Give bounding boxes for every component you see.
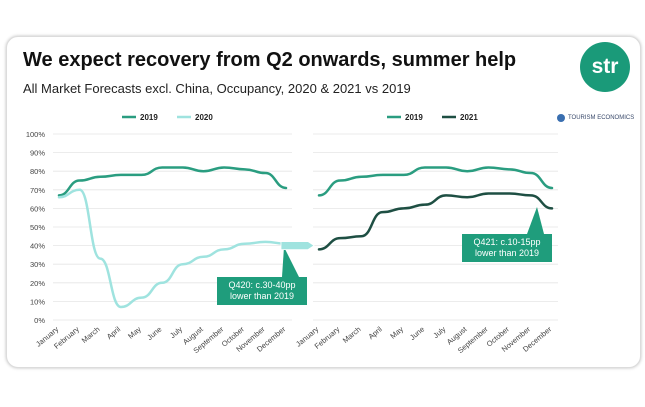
y-tick-label: 80% — [30, 167, 45, 176]
transition-arrow — [280, 241, 315, 251]
x-tick-label: May — [388, 324, 405, 340]
y-tick-label: 60% — [30, 204, 45, 213]
str-logo: str — [580, 42, 630, 92]
series-line-2019 — [57, 166, 288, 197]
legend-label: 2019 — [140, 113, 158, 122]
callout-box — [462, 234, 552, 262]
y-tick-label: 10% — [30, 297, 45, 306]
y-tick-label: 90% — [30, 149, 45, 158]
legend-label: 2021 — [460, 113, 478, 122]
globe-icon — [557, 114, 565, 122]
charts-area: 0%10%20%30%40%50%60%70%80%90%100%January… — [26, 113, 558, 355]
x-tick-label: April — [105, 324, 123, 341]
slide-subtitle: All Market Forecasts excl. China, Occupa… — [23, 81, 411, 96]
x-tick-label: June — [408, 325, 426, 342]
x-tick-label: July — [431, 324, 447, 340]
y-tick-label: 20% — [30, 279, 45, 288]
x-tick-label: March — [80, 325, 102, 345]
legend-label: 2020 — [195, 113, 213, 122]
series-line-2020 — [57, 188, 288, 309]
x-tick-label: June — [145, 325, 163, 342]
legend-label: 2019 — [405, 113, 423, 122]
series-line-2019 — [317, 166, 554, 197]
callout-text: Q421: c.10-15pp — [473, 237, 540, 247]
callout-pointer — [527, 207, 544, 234]
callout-text: Q420: c.30-40pp — [228, 280, 295, 290]
y-tick-label: 50% — [30, 223, 45, 232]
source-credit: TOURISM ECONOMICS — [557, 114, 634, 122]
slide-card: We expect recovery from Q2 onwards, summ… — [6, 36, 641, 368]
y-tick-label: 40% — [30, 242, 45, 251]
callout-text: lower than 2019 — [230, 291, 294, 301]
y-tick-label: 30% — [30, 260, 45, 269]
slide-title: We expect recovery from Q2 onwards, summ… — [23, 49, 517, 71]
callout-box — [217, 277, 307, 305]
x-tick-label: May — [126, 324, 143, 340]
callout-pointer — [282, 247, 299, 277]
source-text: TOURISM ECONOMICS — [568, 115, 635, 121]
x-tick-label: April — [367, 324, 385, 341]
y-tick-label: 100% — [26, 130, 46, 139]
x-tick-label: March — [341, 325, 363, 345]
callout-text: lower than 2019 — [475, 248, 539, 258]
series-line-2021 — [317, 192, 554, 251]
y-tick-label: 0% — [34, 316, 45, 325]
y-tick-label: 70% — [30, 186, 45, 195]
